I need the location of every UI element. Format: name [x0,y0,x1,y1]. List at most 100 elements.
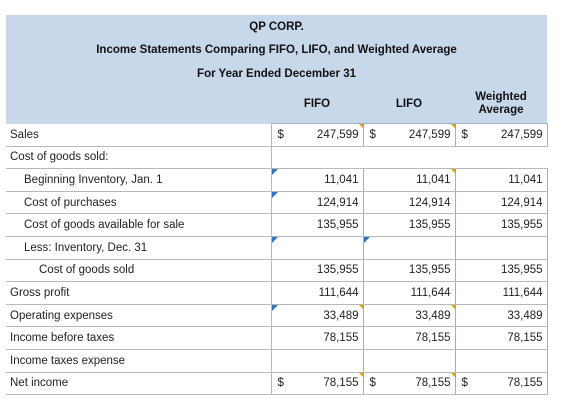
cell-value: 111,644 [410,286,451,299]
table-row: Cost of goods available for sale 135,955… [6,213,548,237]
company-name: QP CORP. [6,15,548,39]
net-wa-input[interactable]: $ 78,155 [454,371,548,396]
cell-value: 78,155 [415,377,451,390]
statement-period: For Year Ended December 31 [6,62,548,86]
lifo-column-header: LIFO [363,85,455,124]
sales-wa-input[interactable]: $ 247,599 [454,123,548,147]
cogs-wa-input[interactable]: 135,955 [454,258,548,283]
cell-value: 33,489 [507,309,543,322]
ibt-lifo-input[interactable]: 78,155 [362,326,456,350]
currency-symbol: $ [369,377,376,390]
available-lifo-input[interactable]: 135,955 [362,213,456,237]
less-inv-fifo-input[interactable] [270,235,364,260]
sales-fifo-input[interactable]: $ 247,599 [270,123,364,147]
cell-value: 11,041 [324,173,359,186]
marker-icon [358,304,364,310]
row-label-operating-expenses: Operating expenses [6,304,272,328]
begin-inv-fifo-input[interactable]: 11,041 [270,168,364,192]
currency-symbol: $ [277,377,284,390]
purchases-fifo-input[interactable]: 124,914 [270,190,364,215]
purchases-lifo-input[interactable]: 124,914 [362,190,456,215]
table-row: Beginning Inventory, Jan. 1 11,041 11,04… [6,168,548,192]
cell-value: 78,155 [507,377,543,390]
table-row: Gross profit 111,644 111,644 111,644 [6,281,548,305]
marker-icon [450,169,456,175]
currency-symbol: $ [461,128,468,141]
tax-lifo-input[interactable] [362,348,456,373]
tax-fifo-input[interactable] [270,348,364,373]
empty-cell [363,146,455,170]
cell-value: 247,599 [316,128,359,141]
income-statement-table-wrap: QP CORP. Income Statements Comparing FIF… [6,15,548,396]
marker-icon [271,169,278,176]
table-row: Operating expenses 33,489 33,489 33,489 [6,303,548,328]
label-column-header [6,85,271,124]
tax-wa-input[interactable] [454,348,548,373]
sales-lifo-input[interactable]: $ 247,599 [362,123,456,147]
statement-title: Income Statements Comparing FIFO, LIFO, … [6,38,548,62]
row-label-less-inventory: Less: Inventory, Dec. 31 [6,236,272,260]
marker-icon [450,304,456,310]
marker-icon [358,372,364,378]
table-row: Cost of goods sold 135,955 135,955 135,9… [6,258,548,283]
cell-value: 135,955 [316,264,359,277]
cell-value: 124,914 [500,196,543,209]
purchases-wa-input[interactable]: 124,914 [454,190,548,215]
ibt-fifo-input[interactable]: 78,155 [270,326,364,350]
cell-value: 124,914 [408,196,451,209]
less-inv-lifo-input[interactable] [362,235,456,260]
opex-fifo-input[interactable]: 33,489 [270,303,364,328]
cell-value: 78,155 [323,332,359,345]
cell-value: 135,955 [500,219,543,232]
row-label-income-before-taxes: Income before taxes [6,326,272,350]
gross-lifo-input[interactable]: 111,644 [362,281,456,305]
row-label-beginning-inventory: Beginning Inventory, Jan. 1 [6,168,272,192]
income-statement-table: QP CORP. Income Statements Comparing FIF… [6,15,548,396]
cogs-fifo-input[interactable]: 135,955 [270,258,364,283]
begin-inv-wa-input[interactable]: 11,041 [454,168,548,192]
marker-icon [358,124,364,129]
currency-symbol: $ [369,128,376,141]
cell-value: 11,041 [508,173,543,186]
table-row: Income taxes expense [6,348,548,373]
gross-wa-input[interactable]: 111,644 [454,281,548,305]
empty-cell [271,146,363,170]
cogs-lifo-input[interactable]: 135,955 [362,258,456,283]
row-label-gross-profit: Gross profit [6,281,272,305]
row-label-cost-of-purchases: Cost of purchases [6,191,272,215]
available-wa-input[interactable]: 135,955 [454,213,548,237]
cell-value: 135,955 [408,264,451,277]
less-inv-wa-input[interactable] [454,235,548,260]
marker-icon [271,191,278,198]
currency-symbol: $ [277,128,284,141]
ibt-wa-input[interactable]: 78,155 [454,326,548,350]
cell-value: 247,599 [500,128,543,141]
weighted-average-column-header: Weighted Average [455,85,548,124]
cell-value: 78,155 [507,332,543,345]
available-fifo-input[interactable]: 135,955 [270,213,364,237]
cell-value: 135,955 [408,219,451,232]
row-label-cogs-heading: Cost of goods sold: [6,146,272,170]
cell-value: 124,914 [316,196,359,209]
marker-icon [450,124,456,129]
opex-wa-input[interactable]: 33,489 [454,303,548,328]
cell-value: 111,644 [502,286,543,299]
net-fifo-input[interactable]: $ 78,155 [270,371,364,396]
cell-value: 33,489 [323,309,359,322]
row-label-income-taxes-expense: Income taxes expense [6,349,272,373]
fifo-column-header: FIFO [271,85,363,124]
marker-icon [271,236,278,243]
marker-icon [363,236,370,243]
cell-value: 135,955 [316,219,359,232]
begin-inv-lifo-input[interactable]: 11,041 [362,168,456,192]
cell-value: 135,955 [500,264,543,277]
row-label-goods-available: Cost of goods available for sale [6,213,272,237]
net-lifo-input[interactable]: $ 78,155 [362,371,456,396]
weighted-header-line1: Weighted [475,91,527,104]
table-row: Net income $ 78,155 $ 78,155 $ 78,155 [6,371,548,396]
cell-value: 78,155 [323,377,359,390]
gross-fifo-input[interactable]: 111,644 [270,281,364,305]
table-row: Sales $ 247,599 $ 247,599 $ 247,599 [6,123,548,147]
opex-lifo-input[interactable]: 33,489 [362,303,456,328]
cell-value: 33,489 [415,309,451,322]
